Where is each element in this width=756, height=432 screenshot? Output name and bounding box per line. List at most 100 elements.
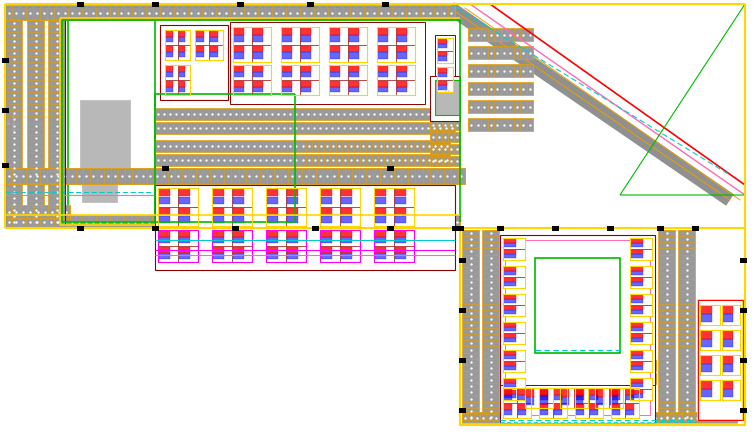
Text: A-II
Subdivision: A-II Subdivision xyxy=(8,111,17,131)
Bar xyxy=(320,230,340,246)
Bar xyxy=(722,330,740,350)
Bar xyxy=(626,395,634,400)
Bar xyxy=(378,87,389,92)
Bar xyxy=(595,388,623,408)
Bar xyxy=(462,412,737,424)
Bar xyxy=(155,185,455,270)
Bar xyxy=(301,28,311,35)
Bar xyxy=(701,331,712,339)
Bar xyxy=(233,65,252,80)
Bar xyxy=(281,65,319,95)
Bar xyxy=(430,120,460,130)
Bar xyxy=(266,246,286,262)
Bar xyxy=(437,38,453,51)
Bar xyxy=(281,65,300,80)
Bar xyxy=(340,230,360,246)
Bar xyxy=(196,37,203,42)
Bar xyxy=(459,408,466,413)
Bar xyxy=(395,189,406,196)
Bar xyxy=(438,56,447,61)
Bar xyxy=(503,378,525,400)
Bar xyxy=(165,30,178,45)
Bar xyxy=(590,395,598,400)
Bar xyxy=(165,65,190,95)
Bar xyxy=(179,247,190,253)
Bar xyxy=(540,404,547,410)
Bar xyxy=(468,46,533,59)
Bar xyxy=(503,322,525,333)
Bar xyxy=(395,216,406,223)
Bar xyxy=(212,188,252,226)
Bar xyxy=(321,231,332,237)
Bar xyxy=(374,230,394,246)
Bar xyxy=(701,381,712,389)
Bar xyxy=(468,82,533,95)
Bar xyxy=(374,188,394,207)
Bar xyxy=(178,81,185,87)
Bar xyxy=(341,216,352,223)
Bar xyxy=(5,20,22,225)
Bar xyxy=(630,266,652,288)
Bar xyxy=(210,52,218,57)
Bar xyxy=(553,403,567,418)
Bar xyxy=(155,140,450,152)
Bar xyxy=(561,389,569,397)
Bar xyxy=(374,207,394,226)
Bar xyxy=(554,404,562,410)
Bar xyxy=(630,361,652,372)
Bar xyxy=(504,390,516,394)
Bar xyxy=(300,80,319,95)
Bar xyxy=(329,65,367,95)
Bar xyxy=(320,188,340,207)
Bar xyxy=(320,230,360,262)
Bar xyxy=(503,294,525,305)
Bar xyxy=(525,388,553,408)
Bar xyxy=(300,27,319,44)
Bar xyxy=(165,30,190,60)
Bar xyxy=(5,5,455,20)
Bar xyxy=(701,314,712,321)
Bar xyxy=(252,27,271,44)
Bar xyxy=(535,258,620,353)
Bar xyxy=(196,52,203,57)
Bar xyxy=(395,253,406,259)
Bar xyxy=(2,58,9,63)
Bar xyxy=(210,46,218,52)
Bar xyxy=(195,45,209,60)
Bar xyxy=(395,231,406,237)
Bar xyxy=(166,37,173,42)
Bar xyxy=(430,144,460,154)
Bar xyxy=(503,388,531,418)
Bar xyxy=(165,45,178,60)
Bar xyxy=(626,410,634,416)
Bar xyxy=(397,66,407,72)
Bar xyxy=(286,230,306,246)
Bar xyxy=(349,45,359,52)
Bar xyxy=(340,207,360,226)
Bar xyxy=(233,27,271,62)
Bar xyxy=(253,28,263,35)
Bar xyxy=(287,197,298,204)
Bar xyxy=(2,108,9,113)
Bar xyxy=(459,358,466,363)
Bar xyxy=(504,334,516,338)
Bar xyxy=(210,31,218,37)
Bar xyxy=(560,388,588,408)
Bar xyxy=(234,66,244,72)
Bar xyxy=(281,27,300,44)
Bar xyxy=(330,28,340,35)
Bar xyxy=(330,52,340,59)
Bar xyxy=(722,330,740,350)
Bar xyxy=(540,389,547,395)
Bar xyxy=(287,231,298,237)
Bar xyxy=(234,81,244,87)
Bar xyxy=(165,65,178,80)
Bar xyxy=(611,403,625,418)
Bar xyxy=(740,408,747,413)
Bar xyxy=(252,80,271,95)
Bar xyxy=(396,80,415,95)
Bar xyxy=(80,100,130,170)
Bar xyxy=(287,208,298,215)
Bar xyxy=(301,52,311,59)
Bar xyxy=(158,230,198,262)
